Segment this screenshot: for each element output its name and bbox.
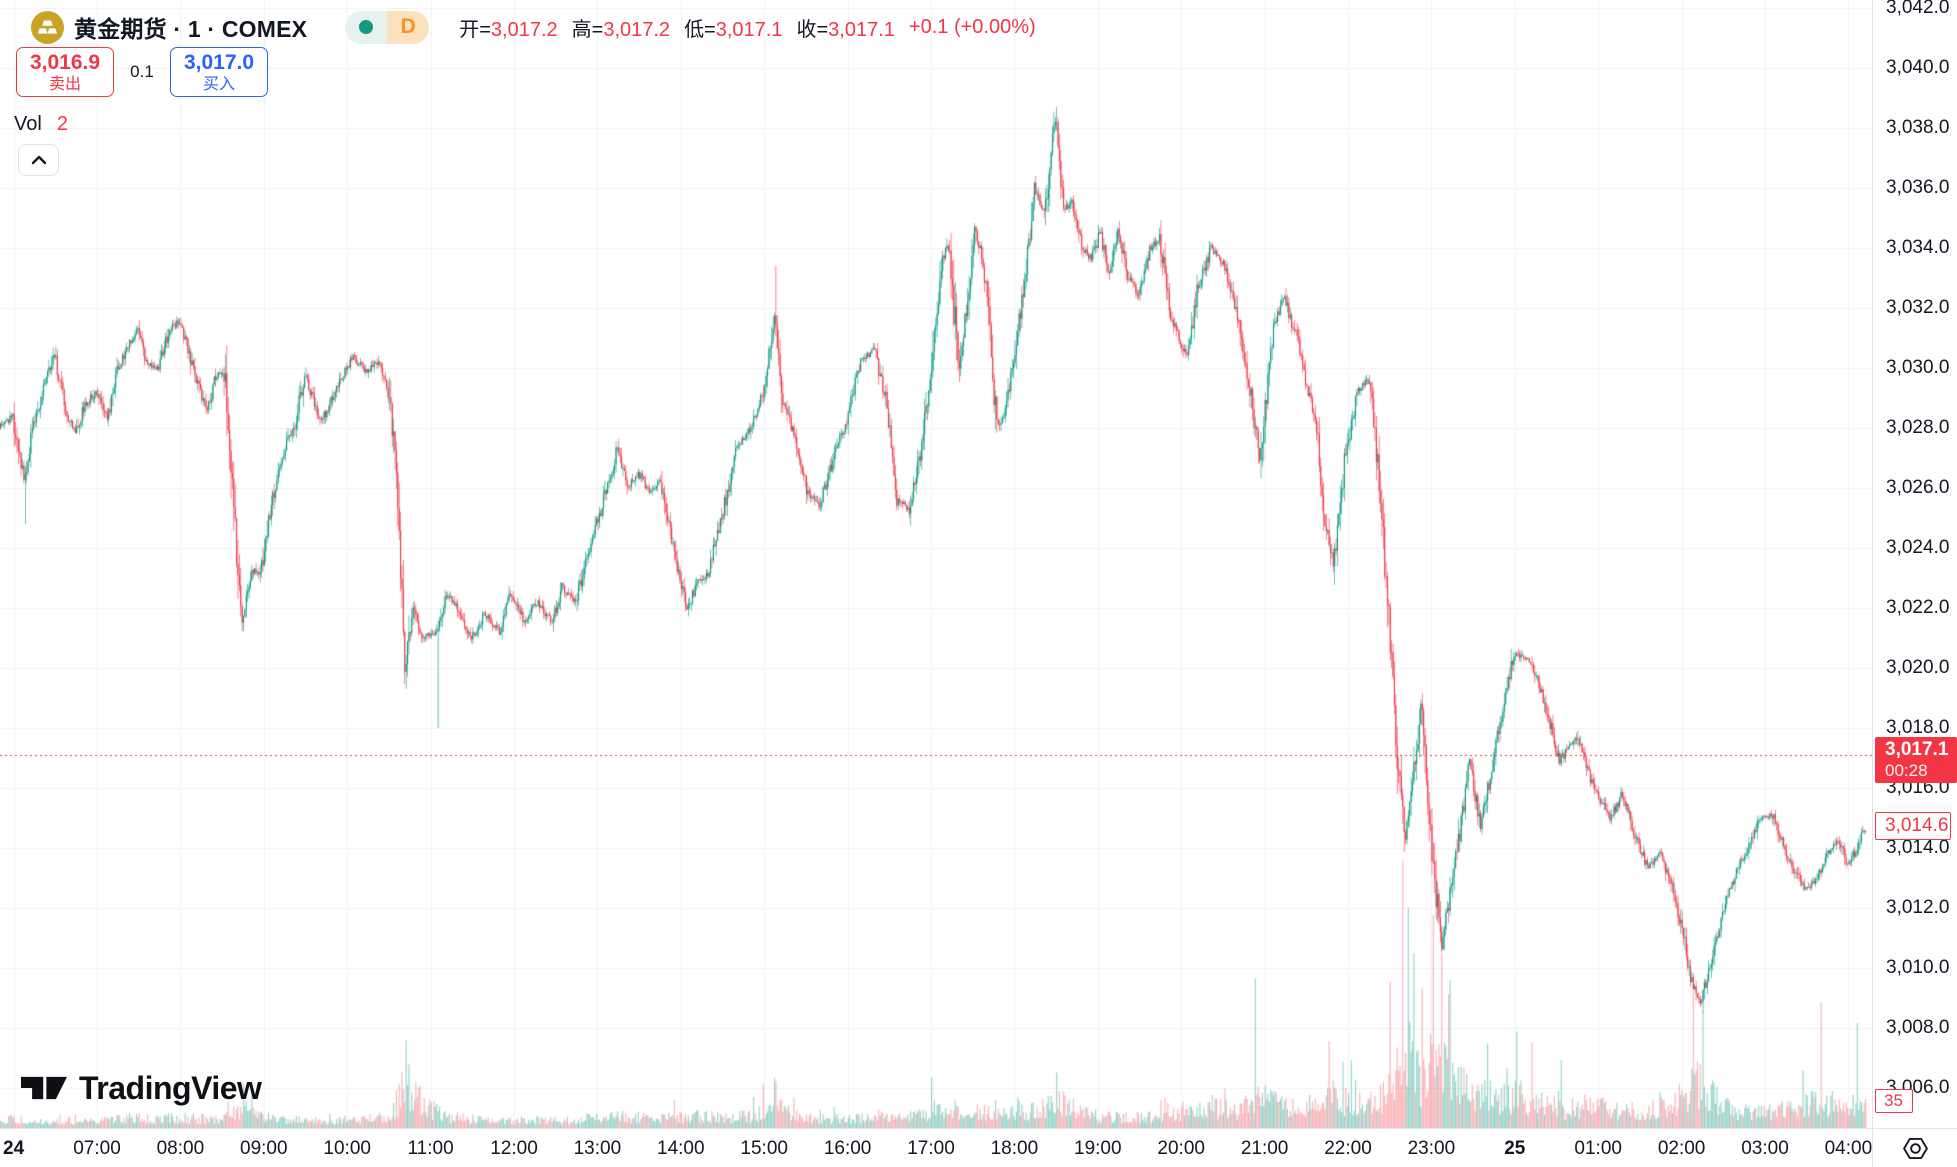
ohlc-legend: 开=3,017.2 高=3,017.2 低=3,017.1 收=3,017.1 … bbox=[459, 13, 1035, 42]
volume-label: Vol bbox=[14, 113, 42, 135]
time-axis-label: 16:00 bbox=[823, 1138, 872, 1159]
time-axis-label: 03:00 bbox=[1741, 1138, 1789, 1159]
price-axis-label: 3,028.0 bbox=[1886, 417, 1950, 438]
last-price-value: 3,017.1 bbox=[1885, 739, 1949, 760]
gold-bars-icon bbox=[37, 20, 58, 34]
market-status-badge[interactable]: D bbox=[345, 10, 430, 44]
time-axis-label: 11:00 bbox=[407, 1138, 454, 1159]
chart-plot-area[interactable] bbox=[0, 0, 1872, 1128]
tradingview-mark-icon bbox=[21, 1076, 67, 1100]
axis-settings-corner[interactable] bbox=[1872, 1128, 1957, 1167]
market-open-dot-icon bbox=[359, 20, 374, 34]
delayed-data-badge: D bbox=[387, 10, 430, 44]
sell-label: 卖出 bbox=[48, 75, 81, 93]
time-axis-label: 19:00 bbox=[1074, 1138, 1122, 1159]
market-open-dot-wrap bbox=[345, 10, 388, 44]
price-change: +0.1 (+0.00%) bbox=[908, 15, 1036, 38]
gear-icon bbox=[1902, 1137, 1928, 1159]
sell-price: 3,016.9 bbox=[29, 50, 101, 74]
ohlc-open: 开=3,017.2 bbox=[459, 18, 558, 41]
sell-button[interactable]: 3,016.9 卖出 bbox=[16, 47, 114, 97]
time-axis-label: 04:00 bbox=[1824, 1138, 1873, 1159]
time-axis-label: 22:00 bbox=[1324, 1138, 1372, 1159]
buy-label: 买入 bbox=[202, 75, 235, 93]
time-axis-label: 12:00 bbox=[490, 1138, 538, 1159]
ohlc-high: 高=3,017.2 bbox=[571, 18, 671, 41]
price-axis-label: 3,020.0 bbox=[1886, 657, 1950, 678]
price-axis-label: 3,018.0 bbox=[1886, 717, 1950, 738]
price-axis-label: 3,026.0 bbox=[1886, 477, 1950, 498]
symbol-header-row: 黄金期货 · 1 · COMEX D 开=3,017.2 高=3,017.2 低… bbox=[31, 10, 1036, 44]
symbol-title[interactable]: 黄金期货 · 1 · COMEX bbox=[74, 16, 308, 42]
price-axis-label: 3,010.0 bbox=[1886, 957, 1950, 978]
time-axis-label: 24 bbox=[3, 1138, 25, 1159]
chevron-up-icon bbox=[31, 155, 46, 165]
time-axis-label: 02:00 bbox=[1657, 1138, 1706, 1159]
volume-legend: Vol 2 bbox=[14, 113, 68, 136]
price-axis-label: 3,040.0 bbox=[1886, 57, 1950, 78]
price-axis[interactable]: 3,017.1 00:28 3,014.6 35 3,042.0 3,040.0 3… bbox=[1872, 0, 1957, 1128]
time-axis-label: 01:00 bbox=[1574, 1138, 1622, 1159]
price-axis-label: 3,024.0 bbox=[1886, 537, 1950, 558]
price-chart-canvas[interactable] bbox=[0, 0, 1872, 1128]
time-axis-label: 15:00 bbox=[740, 1138, 788, 1159]
buy-button[interactable]: 3,017.0 买入 bbox=[170, 47, 268, 97]
time-axis-label: 25 bbox=[1504, 1138, 1526, 1159]
volume-value: 2 bbox=[56, 113, 68, 135]
price-axis-label: 3,008.0 bbox=[1886, 1017, 1950, 1038]
trade-buttons-row: 3,016.9 卖出 0.1 3,017.0 买入 bbox=[16, 47, 268, 97]
ohlc-low: 低=3,017.1 bbox=[684, 18, 783, 41]
time-axis-label: 14:00 bbox=[657, 1138, 705, 1159]
bid-ask-spread: 0.1 bbox=[130, 62, 154, 81]
price-axis-label: 3,014.0 bbox=[1886, 837, 1950, 858]
price-axis-label: 3,038.0 bbox=[1886, 117, 1950, 138]
bar-countdown: 00:28 bbox=[1885, 761, 1928, 780]
time-axis-label: 09:00 bbox=[240, 1138, 288, 1159]
last-close-tag: 3,014.6 bbox=[1875, 812, 1951, 840]
price-axis-label: 3,032.0 bbox=[1886, 297, 1950, 318]
time-axis-label: 08:00 bbox=[156, 1138, 205, 1159]
buy-price: 3,017.0 bbox=[183, 50, 255, 74]
price-axis-label: 3,030.0 bbox=[1886, 357, 1950, 378]
price-axis-label: 3,022.0 bbox=[1886, 597, 1950, 618]
time-axis-label: 21:00 bbox=[1240, 1138, 1289, 1159]
price-axis-label: 3,042.0 bbox=[1886, 0, 1950, 18]
gold-symbol-icon bbox=[31, 10, 64, 44]
time-axis-label: 07:00 bbox=[73, 1138, 121, 1159]
tradingview-logo[interactable]: TradingView bbox=[21, 1068, 262, 1108]
price-axis-label: 3,012.0 bbox=[1886, 897, 1950, 918]
time-axis-label: 18:00 bbox=[990, 1138, 1039, 1159]
time-axis-label: 23:00 bbox=[1407, 1138, 1456, 1159]
ohlc-close: 收=3,017.1 bbox=[796, 18, 895, 41]
collapse-legend-button[interactable] bbox=[18, 144, 59, 176]
tradingview-logo-text: TradingView bbox=[79, 1069, 262, 1106]
price-axis-label: 3,034.0 bbox=[1886, 237, 1950, 258]
price-axis-label: 3,036.0 bbox=[1886, 177, 1950, 198]
time-axis-label: 20:00 bbox=[1157, 1138, 1205, 1159]
volume-axis-tag: 35 bbox=[1875, 1089, 1913, 1113]
last-price-tag: 3,017.1 00:28 bbox=[1875, 737, 1957, 783]
time-axis[interactable]: 24 07:00 08:00 09:00 10:00 11:00 12:00 13:00 14:… bbox=[0, 1128, 1872, 1167]
time-axis-label: 10:00 bbox=[323, 1138, 371, 1159]
time-axis-label: 17:00 bbox=[907, 1138, 955, 1159]
time-axis-label: 13:00 bbox=[573, 1138, 622, 1159]
